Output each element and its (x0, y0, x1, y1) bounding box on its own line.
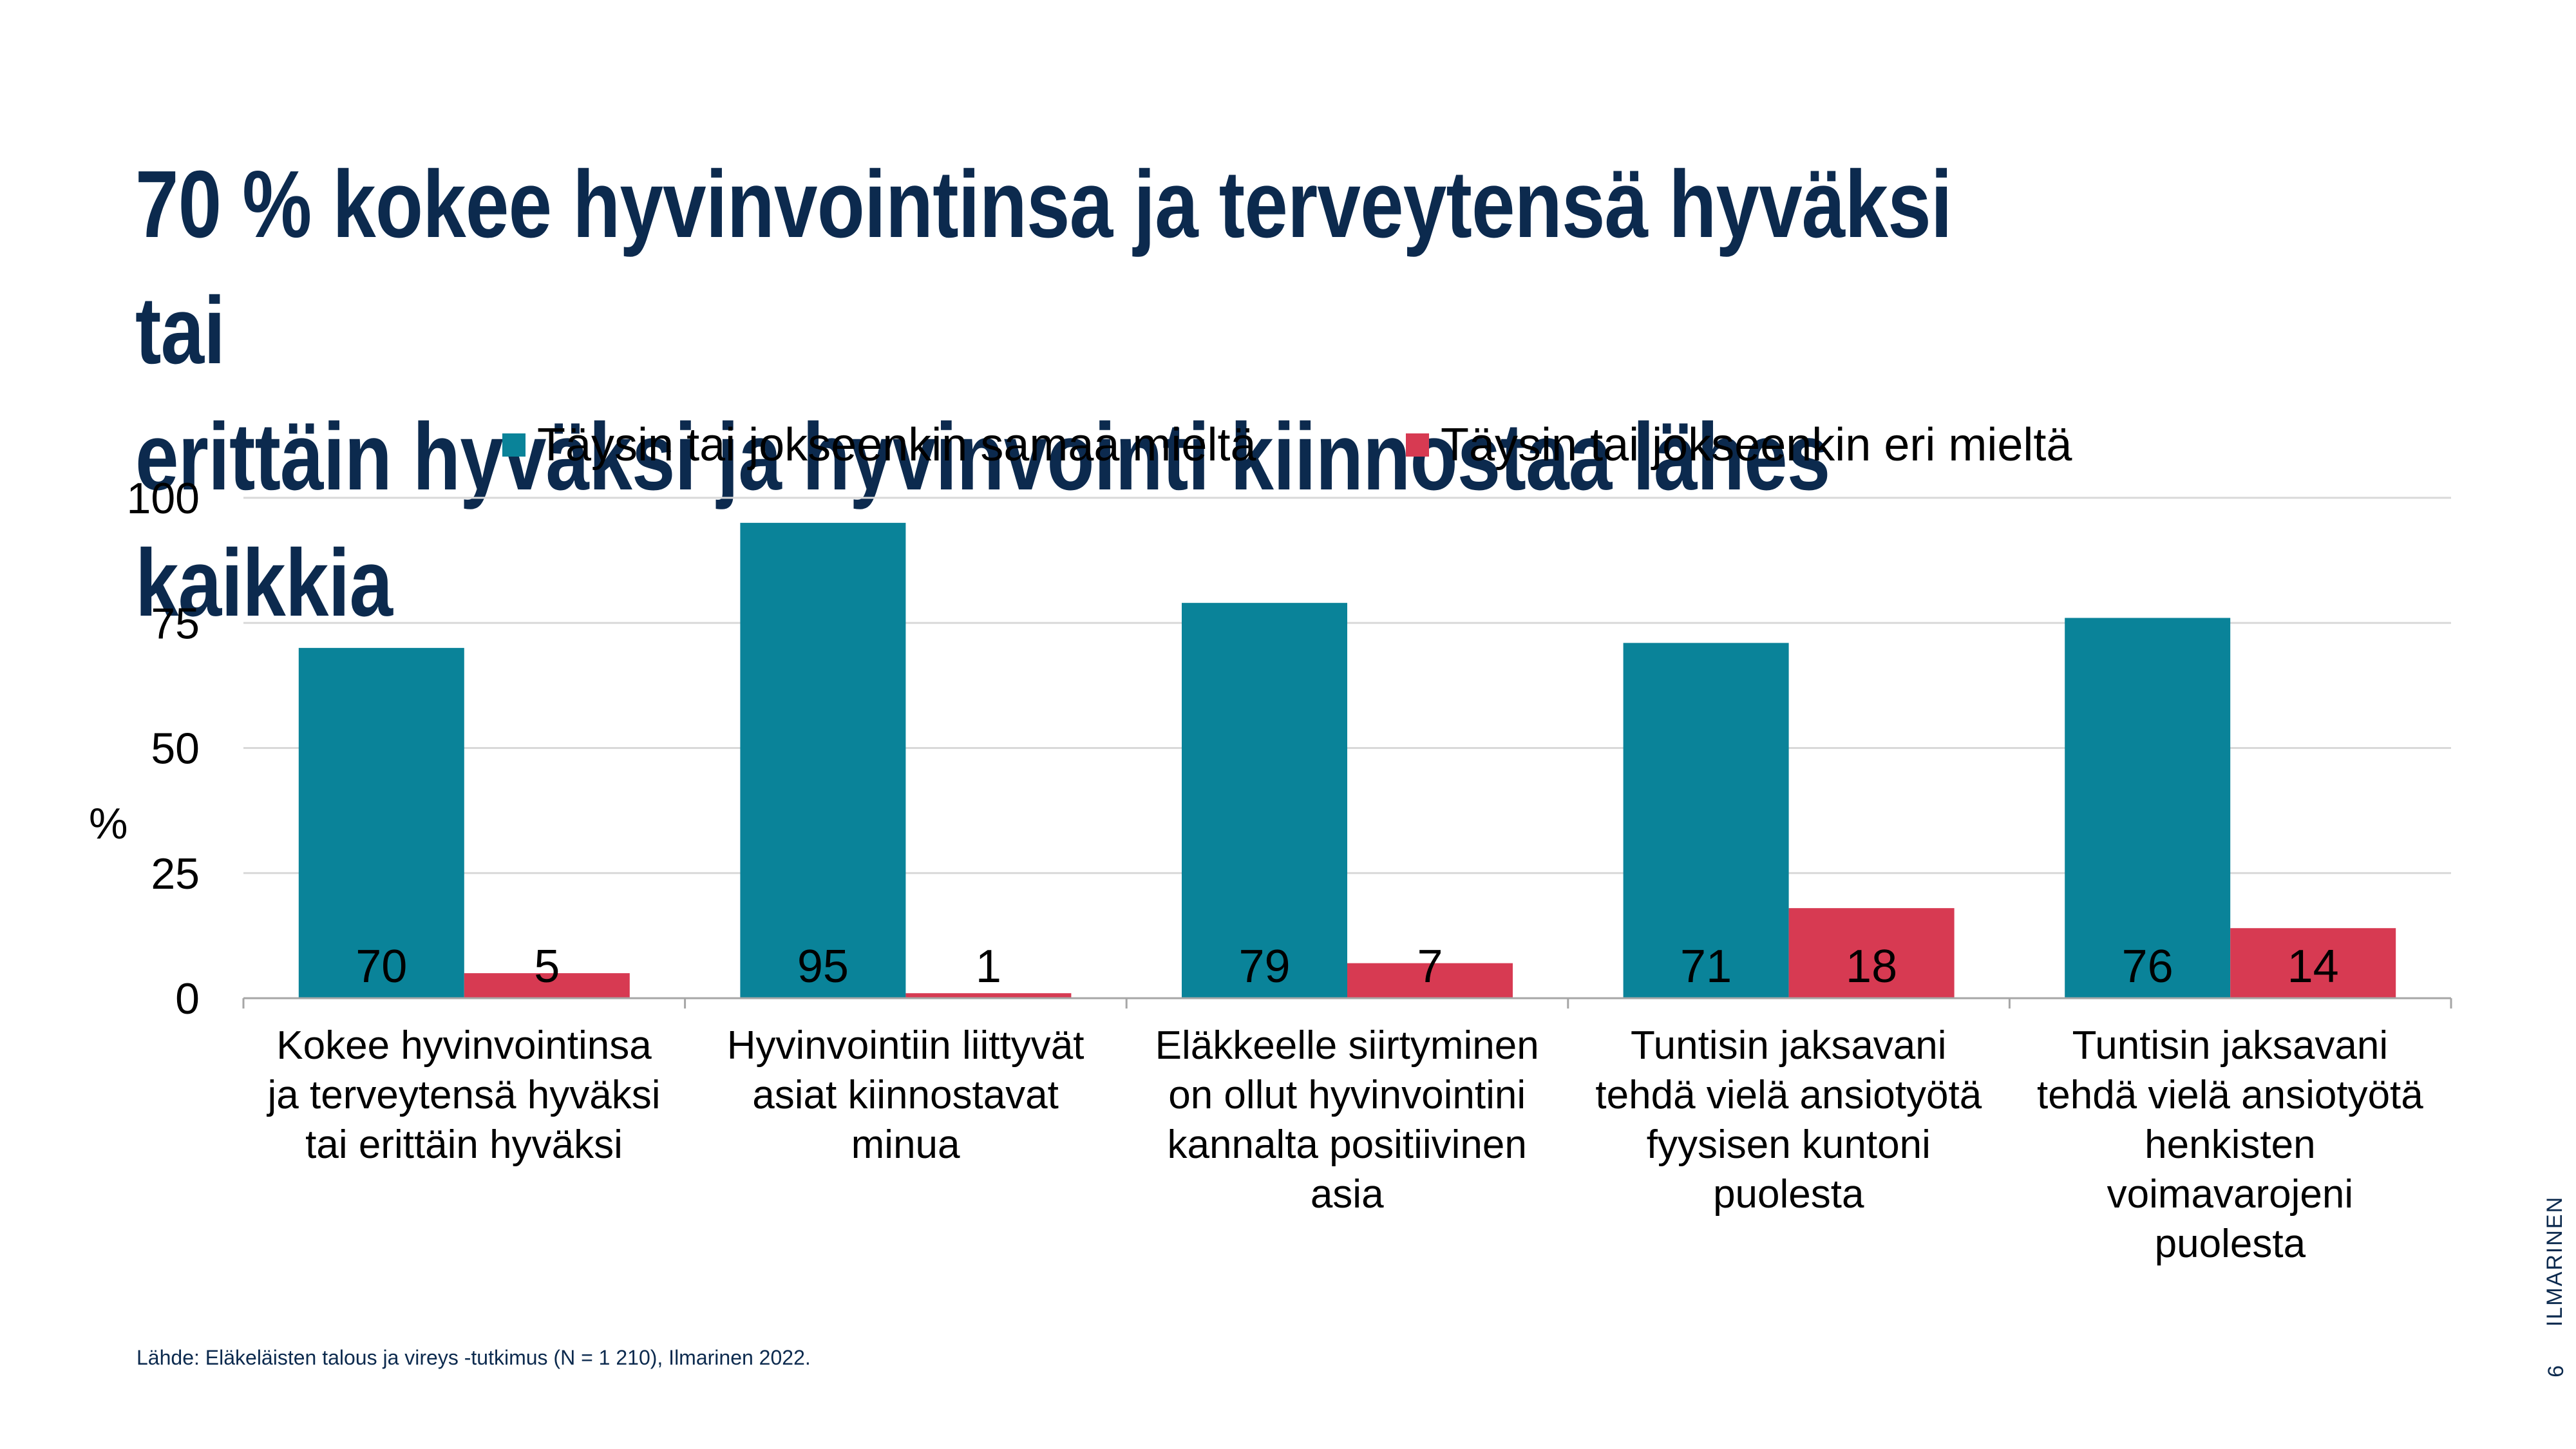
data-label: 71 (1680, 941, 1732, 992)
y-tick-label: 0 (175, 974, 200, 1023)
bar-agree (2065, 618, 2231, 998)
source-note: Lähde: Eläkeläisten talous ja vireys -tu… (137, 1346, 811, 1369)
slide-title: 70 % kokee hyvinvointinsa ja terveytensä… (135, 142, 2036, 647)
data-label: 76 (2122, 941, 2174, 992)
y-tick-label: 75 (151, 599, 200, 648)
y-tick-label: 50 (151, 724, 200, 773)
bar-disagree (1347, 963, 1513, 998)
side-footer: ILMARINEN 6 (2543, 1179, 2568, 1436)
data-label: 5 (534, 941, 560, 992)
brand-logo-text: ILMARINEN (2543, 1195, 2567, 1327)
data-label: 95 (797, 941, 849, 992)
y-tick-label: 25 (151, 849, 200, 898)
category-label-line: Eläkkeelle siirtyminen (1155, 1023, 1539, 1068)
x-category-label: Tuntisin jaksavani tehdä vielä ansiotyötä… (1568, 1021, 2009, 1219)
legend-swatch-agree (502, 433, 526, 457)
y-tick-label: 100 (127, 474, 200, 523)
category-label-line: asia (1310, 1172, 1384, 1217)
category-label-line: puolesta (2154, 1222, 2306, 1266)
bar-agree (1623, 643, 1789, 998)
category-label-line: Hyvinvointiin liittyvät (726, 1023, 1084, 1068)
category-label-line: voimavarojeni (2107, 1172, 2354, 1217)
category-label-line: Tuntisin jaksavani (1631, 1023, 1947, 1068)
bar-disagree (464, 973, 630, 998)
legend-label-disagree: Täysin tai jokseenkin eri mieltä (1441, 419, 2072, 471)
x-category-label: Tuntisin jaksavani tehdä vielä ansiotyötä… (2009, 1021, 2450, 1269)
x-axis (242, 997, 2452, 1009)
category-label-line: asiat kiinnostavat (752, 1073, 1059, 1117)
legend-swatch-disagree (1406, 433, 1429, 457)
x-category-label: Kokee hyvinvointinsa ja terveytensä hyväk… (243, 1021, 685, 1170)
category-label-line: minua (851, 1122, 960, 1167)
category-label-line: puolesta (1713, 1172, 1864, 1217)
legend-item-agree: Täysin tai jokseenkin samaa mieltä (502, 419, 1256, 471)
category-label-line: on ollut hyvinvointini (1168, 1073, 1526, 1117)
category-label-line: Tuntisin jaksavani (2072, 1023, 2389, 1068)
y-tick-labels: 0 25 50 75 100 (127, 474, 200, 1023)
data-label: 14 (2287, 941, 2339, 992)
legend-item-disagree: Täysin tai jokseenkin eri mieltä (1406, 419, 2072, 471)
bars (298, 522, 2396, 998)
bar-agree (740, 522, 906, 998)
chart-legend: Täysin tai jokseenkin samaa mieltä Täysi… (0, 419, 2576, 477)
title-line-2: erittäin hyväksi ja hyvinvointi kiinnost… (135, 404, 1830, 636)
bar-agree (298, 648, 464, 998)
bar-disagree (905, 993, 1072, 998)
legend-label-agree: Täysin tai jokseenkin samaa mieltä (537, 419, 1256, 471)
category-label-line: fyysisen kuntoni (1646, 1122, 1931, 1167)
data-label: 1 (976, 941, 1001, 992)
data-labels: 70 95 79 71 76 5 1 7 18 14 (355, 941, 2338, 992)
bar-disagree (1788, 908, 1955, 998)
data-label: 79 (1238, 941, 1290, 992)
data-label: 18 (1846, 941, 1897, 992)
category-label-line: tehdä vielä ansiotyötä (2037, 1073, 2423, 1117)
x-category-label: Eläkkeelle siirtyminen on ollut hyvinvoin… (1126, 1021, 1567, 1219)
data-label: 7 (1417, 941, 1443, 992)
category-label-line: tai erittäin hyväksi (305, 1122, 623, 1167)
bar-disagree (2230, 928, 2396, 998)
category-label-line: ja terveytensä hyväksi (267, 1073, 661, 1117)
category-label-line: henkisten (2145, 1122, 2316, 1167)
x-category-label: Hyvinvointiin liittyvät asiat kiinnostava… (685, 1021, 1126, 1170)
category-label-line: kannalta positiivinen (1167, 1122, 1527, 1167)
data-label: 70 (355, 941, 407, 992)
title-line-1: 70 % kokee hyvinvointinsa ja terveytensä… (135, 151, 1953, 384)
y-axis-label: % (89, 799, 128, 848)
page-number: 6 (2544, 1365, 2568, 1378)
category-label-line: tehdä vielä ansiotyötä (1595, 1073, 1982, 1117)
category-label-line: Kokee hyvinvointinsa (276, 1023, 652, 1068)
bar-agree (1182, 603, 1347, 998)
